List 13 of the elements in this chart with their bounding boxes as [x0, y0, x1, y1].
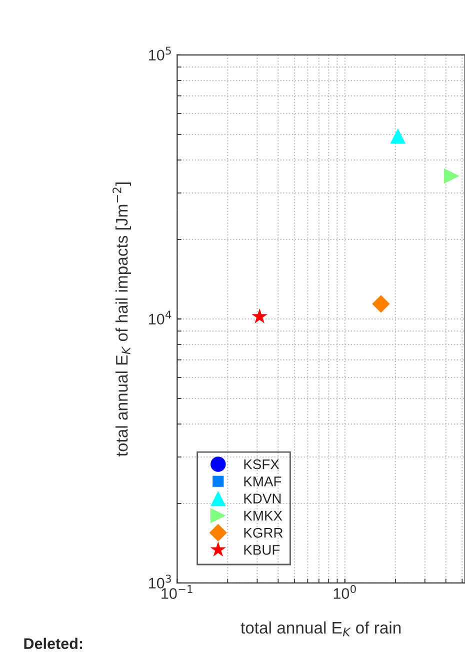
- y-tick-label: 10$^{5}$: [149, 46, 171, 61]
- y-tick-label: 10$^{4}$: [149, 310, 172, 325]
- legend-label: KDVN: [244, 494, 281, 504]
- legend-label: KMKX: [244, 510, 282, 520]
- text: Deleted:: [24, 638, 82, 650]
- x-axis-title: total annual E$_{K}$ of rain: [240, 621, 401, 636]
- legend-label: KBUF: [244, 545, 280, 555]
- x-tick-label: 10$^{0}$: [334, 585, 356, 599]
- legend-label: KMAF: [244, 476, 282, 486]
- legend-label: KGRR: [244, 528, 283, 538]
- y-axis-title: total annual E$_{K}$ of hail impacts [Jm$^{−2}$]: [112, 182, 132, 456]
- y-tick-label: 10$^{3}$: [149, 574, 171, 589]
- legend-label: KSFX: [244, 459, 280, 470]
